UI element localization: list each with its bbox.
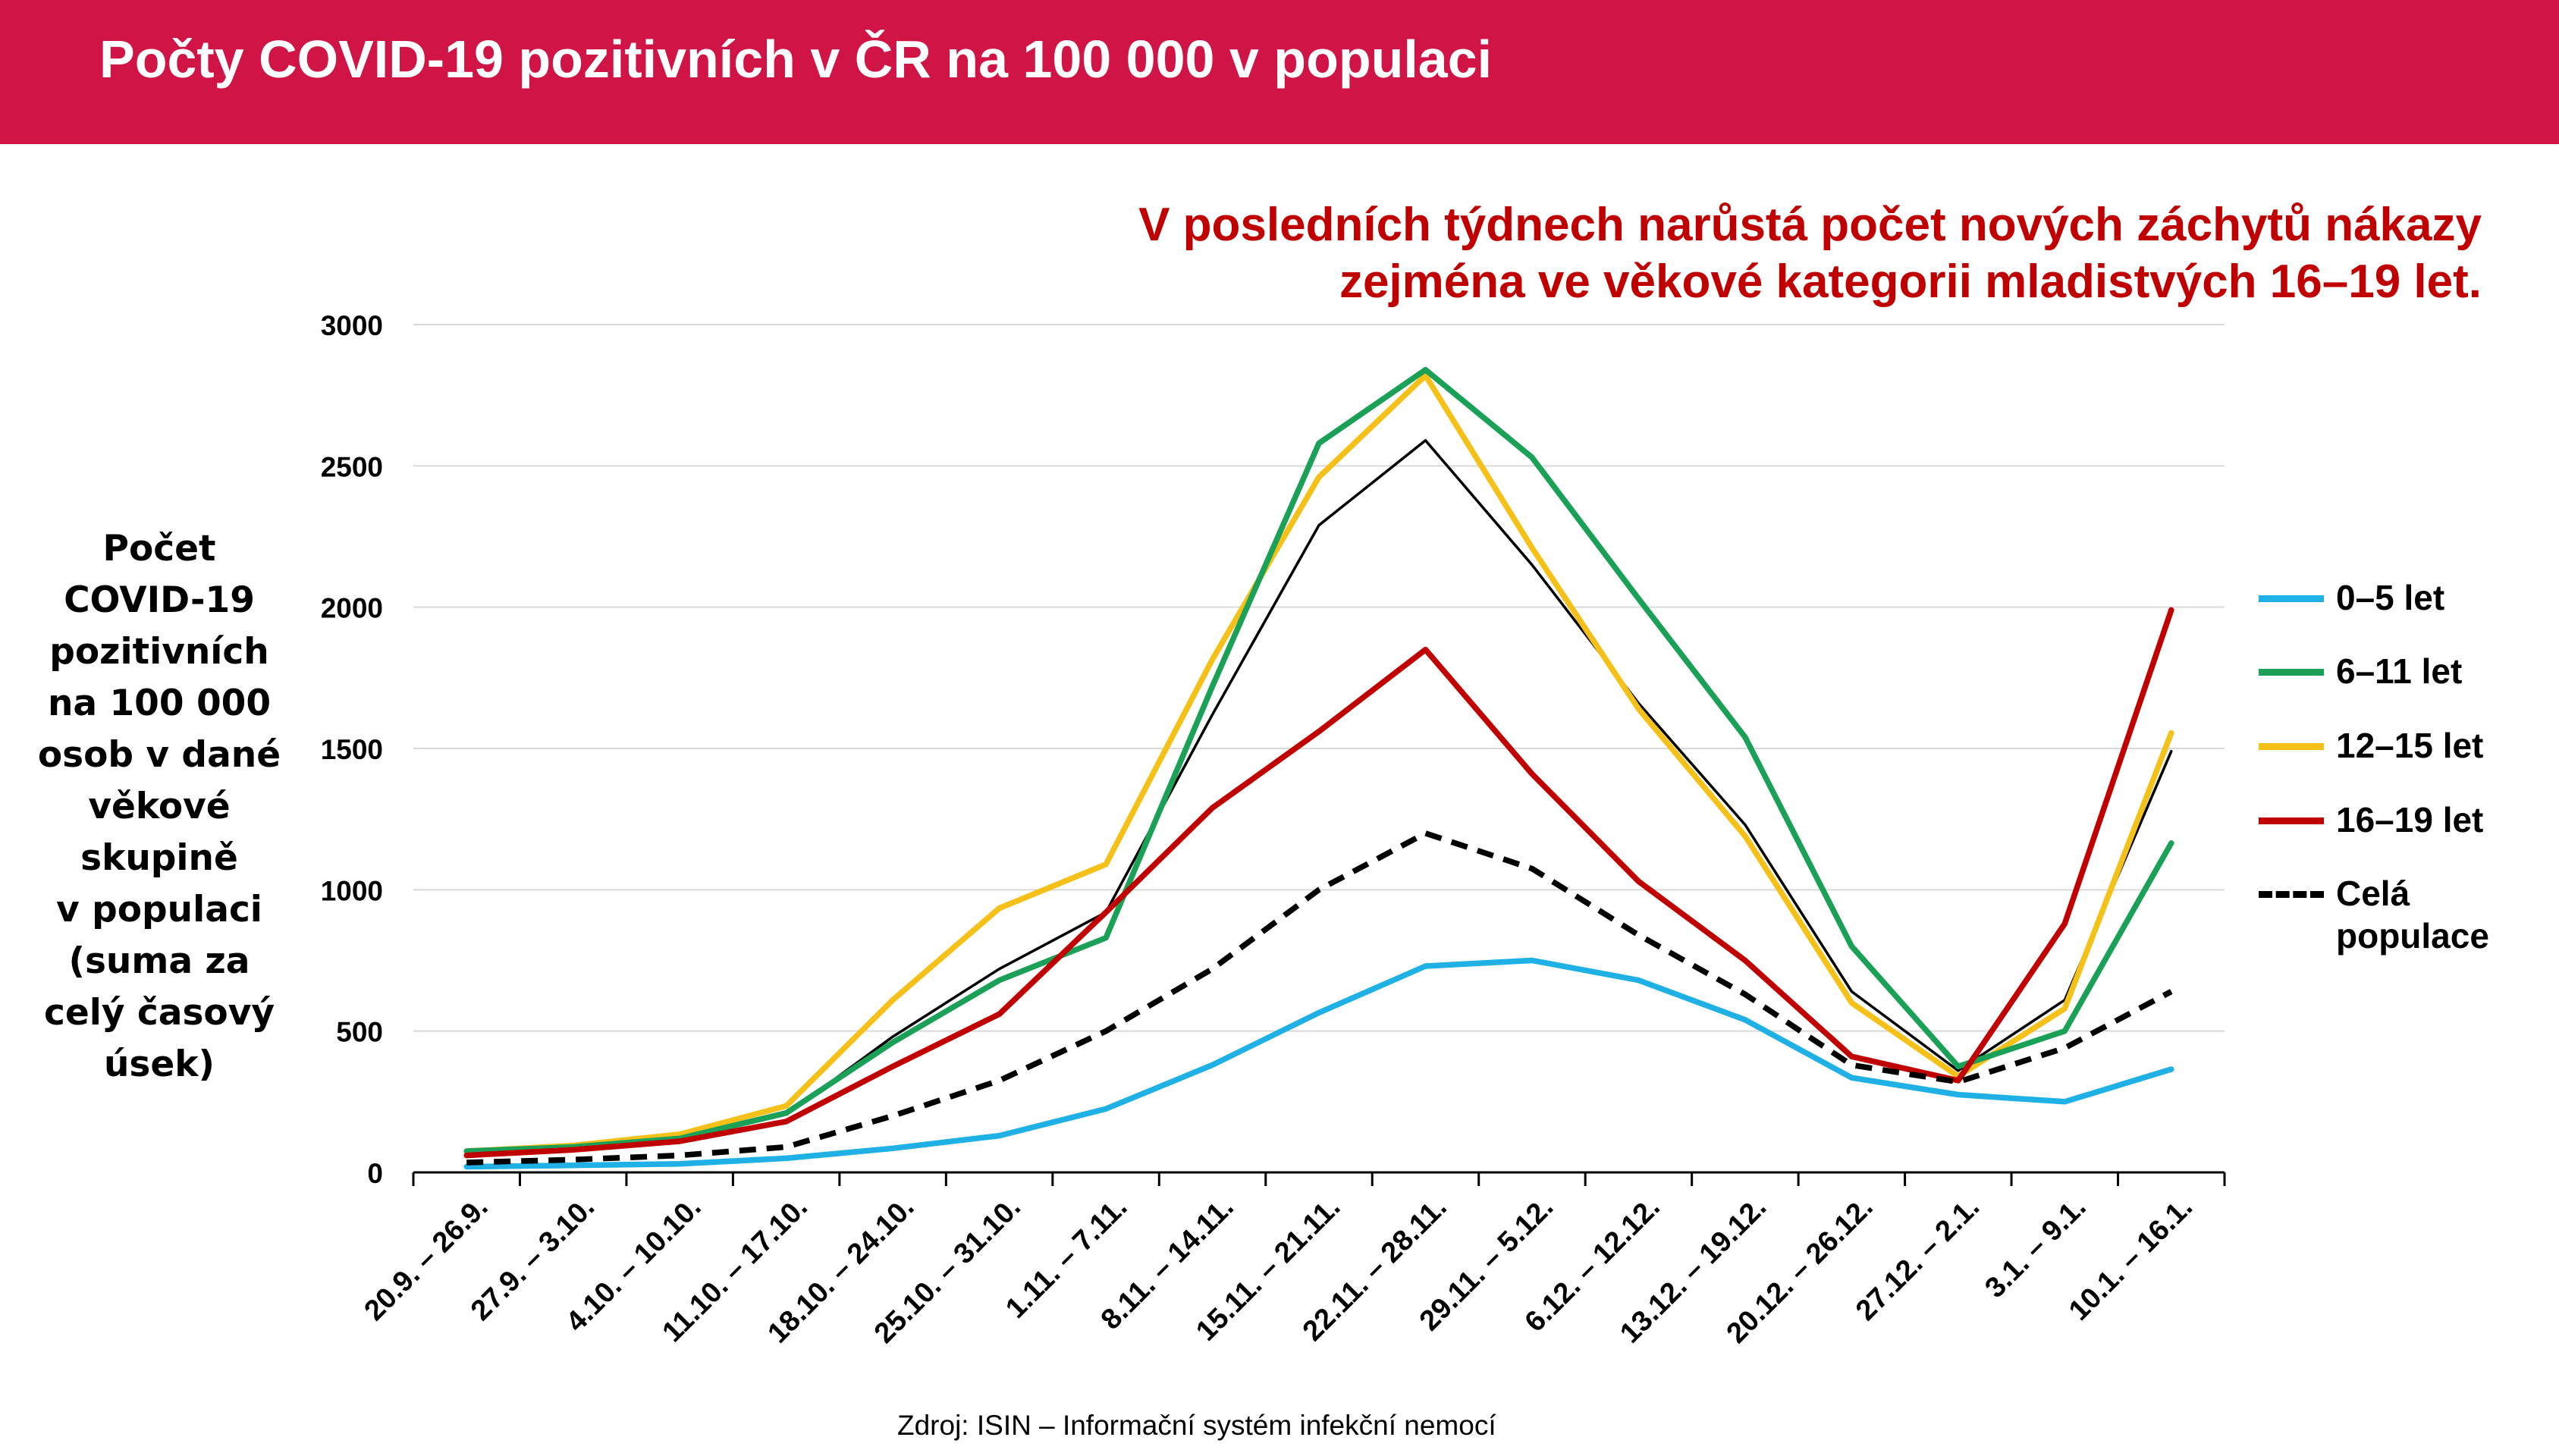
- legend-label: 0–5 let: [2336, 578, 2445, 617]
- y-axis-label-line: osob v dané: [37, 734, 281, 776]
- y-axis-label-line: v populaci: [56, 889, 262, 930]
- y-axis-label-line: Počet: [102, 528, 216, 570]
- series-line-0-5-let: [463, 957, 2174, 1170]
- y-axis-label-line: (suma za: [68, 940, 250, 982]
- series-line-6-11-let: [463, 366, 2174, 1154]
- y-tick-label: 2000: [321, 593, 383, 624]
- legend-swatch: [2259, 743, 2324, 750]
- y-tick-label: 0: [367, 1158, 383, 1189]
- headline-line-1: V posledních týdnech narůstá počet novýc…: [1138, 199, 2482, 251]
- y-tick-label: 500: [336, 1017, 383, 1048]
- series-line-16-19-let: [463, 607, 2174, 1159]
- y-tick-label: 1000: [321, 875, 383, 906]
- x-tick-label: 3.1. – 9.1.: [1979, 1191, 2092, 1304]
- y-axis-label-line: pozitivních: [49, 631, 269, 673]
- legend-swatch: [2259, 891, 2324, 898]
- headline-line-2: zejména ve věkové kategorii mladistvých …: [1339, 256, 2482, 308]
- y-axis-label: Počet COVID-19 pozitivních na 100 000 os…: [30, 523, 288, 1090]
- header-banner: Počty COVID-19 pozitivních v ČR na 100 0…: [0, 0, 2559, 144]
- y-axis-label-line: COVID-19: [64, 579, 255, 621]
- legend-label: 16–19 let: [2336, 800, 2484, 839]
- y-axis-label-line: na 100 000: [47, 682, 272, 724]
- y-axis-label-line: celý časový: [44, 992, 275, 1034]
- legend-label: 6–11 let: [2336, 651, 2463, 691]
- source-note: Zdroj: ISIN – Informační systém infekční…: [897, 1410, 1496, 1441]
- page-title: Počty COVID-19 pozitivních v ČR na 100 0…: [99, 30, 1493, 89]
- y-axis-label-line: skupině: [80, 837, 238, 879]
- legend-label: 12–15 let: [2336, 726, 2484, 765]
- y-tick-label: 1500: [321, 734, 383, 765]
- y-tick-label: 3000: [321, 310, 383, 341]
- series-line-cel-populace: [466, 830, 2173, 1166]
- y-axis-label-line: úsek): [103, 1043, 215, 1085]
- legend-swatch: [2259, 817, 2324, 824]
- y-axis-label-line: věkové: [88, 786, 231, 827]
- legend-swatch: [2259, 595, 2324, 602]
- y-tick-label: 2500: [321, 451, 383, 482]
- legend-swatch: [2259, 669, 2324, 676]
- legend-label: Celá populace: [2336, 874, 2489, 956]
- series-line-12-15-let: [463, 372, 2174, 1154]
